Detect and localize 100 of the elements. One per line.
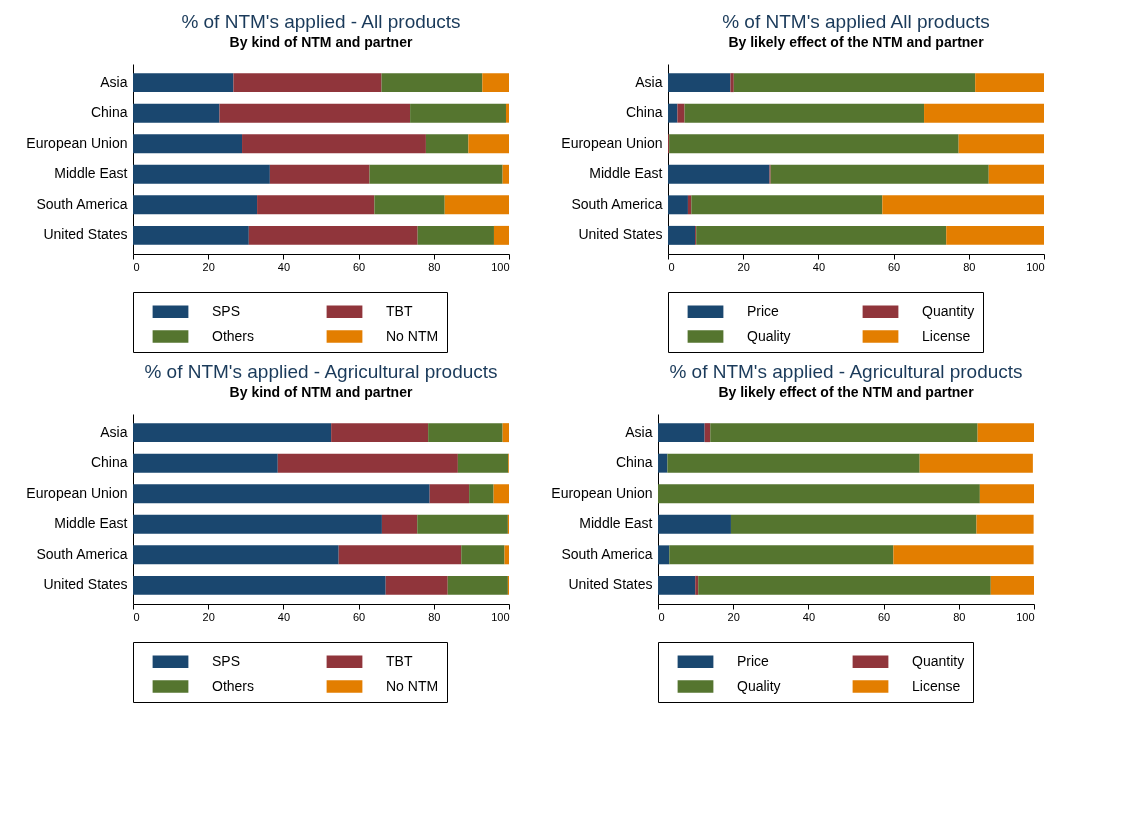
x-tick-label: 100: [1016, 610, 1035, 623]
x-tick-label: 80: [428, 260, 441, 273]
bar: [958, 134, 1044, 154]
bar: [133, 164, 270, 184]
bar: [133, 484, 430, 504]
bar: [417, 514, 508, 534]
bar: [668, 164, 770, 184]
x-tick-label: 0: [658, 610, 665, 623]
legend-label: Others: [212, 327, 255, 344]
bar: [447, 575, 508, 595]
bar: [919, 453, 1033, 473]
bar: [668, 73, 731, 93]
legend-label: No NTM: [386, 677, 439, 694]
legend-label: License: [912, 677, 961, 694]
y-tick-label: European Union: [561, 134, 663, 151]
legend-label: Quantity: [912, 652, 965, 669]
y-tick-label: Middle East: [54, 515, 128, 532]
x-tick-label: 100: [491, 260, 510, 273]
x-tick-label: 40: [802, 610, 816, 623]
bar: [444, 195, 509, 215]
bar: [502, 164, 509, 184]
legend-label: No NTM: [386, 327, 439, 344]
bar: [710, 423, 978, 443]
bar: [381, 73, 483, 93]
bar: [277, 453, 458, 473]
chart-subtitle: By likely effect of the NTM and partner: [728, 34, 985, 50]
bar: [502, 423, 509, 443]
bar: [668, 103, 678, 123]
x-tick-label: 20: [202, 610, 215, 623]
bar: [257, 195, 375, 215]
bar: [133, 195, 258, 215]
y-tick-label: Middle East: [589, 165, 663, 182]
bar: [658, 575, 696, 595]
bar: [990, 575, 1034, 595]
chart-title: % of NTM's applied - Agricultural products: [144, 361, 498, 382]
bar: [242, 134, 426, 154]
y-tick-label: United States: [43, 576, 128, 593]
x-tick-label: 0: [133, 260, 140, 273]
bar: [381, 514, 418, 534]
bar: [730, 73, 734, 93]
x-tick-label: 100: [1026, 260, 1045, 273]
y-tick-label: Middle East: [579, 515, 653, 532]
x-tick-label: 60: [887, 260, 901, 273]
bar: [461, 545, 505, 565]
y-tick-label: China: [90, 454, 128, 471]
y-tick-label: Asia: [100, 73, 128, 90]
bar: [684, 103, 925, 123]
x-tick-label: 40: [277, 260, 291, 273]
x-tick-label: 0: [133, 610, 140, 623]
bar: [482, 73, 509, 93]
bar: [882, 195, 1044, 215]
legend-label: Price: [737, 652, 770, 669]
bar: [695, 575, 699, 595]
y-tick-label: Middle East: [54, 165, 128, 182]
x-tick-label: 80: [428, 610, 441, 623]
legend-label: Others: [212, 677, 255, 694]
x-tick-label: 0: [668, 260, 675, 273]
y-tick-label: China: [625, 104, 663, 121]
bar: [691, 195, 883, 215]
bar: [338, 545, 462, 565]
bar: [946, 225, 1044, 245]
bar: [219, 103, 411, 123]
bar: [696, 225, 947, 245]
bar: [667, 453, 920, 473]
bar: [133, 134, 243, 154]
legend-label: TBT: [386, 302, 413, 319]
legend-label: Quality: [747, 327, 791, 344]
y-tick-label: China: [615, 454, 653, 471]
legend-label: SPS: [212, 652, 241, 669]
y-tick-label: South America: [561, 545, 653, 562]
bar: [429, 484, 470, 504]
bar: [668, 195, 688, 215]
y-tick-label: Asia: [625, 423, 653, 440]
y-tick-label: China: [90, 104, 128, 121]
legend-label: License: [922, 327, 971, 344]
x-tick-label: 100: [491, 610, 510, 623]
bar: [658, 484, 980, 504]
y-tick-label: European Union: [551, 484, 653, 501]
bar: [977, 423, 1034, 443]
bar: [133, 453, 278, 473]
legend-label: TBT: [386, 652, 413, 669]
y-tick-label: South America: [36, 195, 128, 212]
bar: [505, 103, 509, 123]
x-tick-label: 20: [727, 610, 740, 623]
bar: [658, 423, 705, 443]
x-tick-label: 40: [812, 260, 826, 273]
x-tick-label: 20: [202, 260, 215, 273]
bar: [417, 225, 494, 245]
chart-title: % of NTM's applied - All products: [181, 11, 461, 32]
bar: [469, 484, 494, 504]
bar: [677, 103, 685, 123]
chart-subtitle: By likely effect of the NTM and partner: [718, 384, 975, 400]
bar: [233, 73, 382, 93]
bar: [133, 545, 339, 565]
bar: [893, 545, 1034, 565]
bar: [493, 225, 509, 245]
bar: [698, 575, 991, 595]
x-tick-label: 80: [963, 260, 976, 273]
chart-title: % of NTM's applied - Agricultural products: [669, 361, 1023, 382]
bar: [369, 164, 503, 184]
